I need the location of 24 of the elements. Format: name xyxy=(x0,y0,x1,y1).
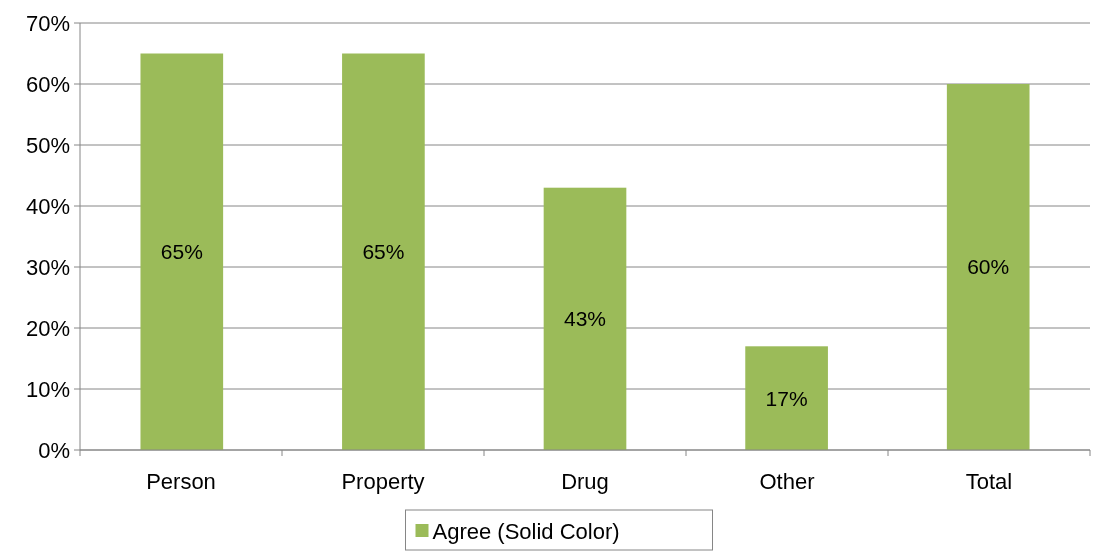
x-tick-label: Drug xyxy=(561,468,609,494)
data-label: 43% xyxy=(563,307,607,331)
y-tick-label: 70% xyxy=(25,10,70,36)
y-tick-label: 20% xyxy=(25,315,70,341)
bar xyxy=(745,346,828,450)
bar xyxy=(140,53,224,450)
y-tick-label: 50% xyxy=(25,132,70,158)
y-tick-label: 0% xyxy=(38,437,70,463)
x-tick-label: Person xyxy=(146,468,216,494)
x-tick-label: Total xyxy=(965,468,1013,494)
data-label: 17% xyxy=(765,386,808,410)
y-tick-label: 30% xyxy=(25,254,70,280)
data-label: 65% xyxy=(160,240,203,264)
bar xyxy=(946,84,1030,450)
data-label: 65% xyxy=(362,240,405,264)
y-tick-label: 10% xyxy=(25,376,70,402)
x-tick-label: Property xyxy=(341,468,425,494)
bar xyxy=(342,53,425,450)
x-tick-label: Other xyxy=(759,468,815,494)
bar xyxy=(543,187,627,450)
legend-label: Agree (Solid Color) xyxy=(432,518,620,544)
y-tick-label: 60% xyxy=(25,71,70,97)
y-tick-label: 40% xyxy=(25,193,70,219)
data-label: 60% xyxy=(967,255,1010,279)
